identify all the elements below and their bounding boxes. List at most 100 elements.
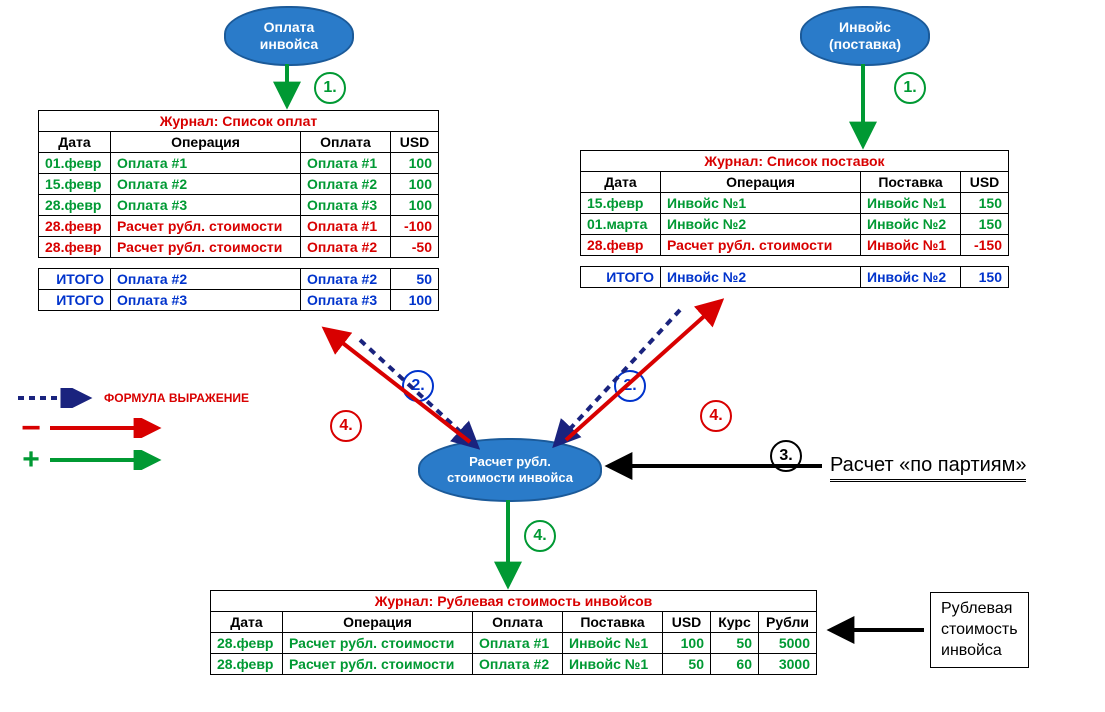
table-header: USD: [663, 612, 711, 633]
table-header: Операция: [661, 172, 861, 193]
table-cell: 15.февр: [581, 193, 661, 214]
table-total-row: ИТОГООплата #3Оплата #3100: [39, 290, 439, 311]
step-4-down: 4.: [524, 520, 556, 552]
table-row: 28.феврРасчет рубл. стоимостиОплата #2-5…: [39, 237, 439, 258]
legend-minus-icon: −: [16, 418, 46, 438]
step-1-left: 1.: [314, 72, 346, 104]
table-deliveries: Журнал: Список поставокДатаОперацияПоста…: [580, 150, 1009, 256]
side-box-line3: инвойса: [941, 641, 1018, 662]
table-cell: ИТОГО: [581, 267, 661, 288]
table-row: 01.феврОплата #1Оплата #1100: [39, 153, 439, 174]
table-header: USD: [961, 172, 1009, 193]
table-cell: 3000: [759, 654, 817, 675]
table-header: Рубли: [759, 612, 817, 633]
calc-by-batches-label: Расчет «по партиям»: [830, 454, 1026, 482]
table-cell: Оплата #3: [301, 195, 391, 216]
table-row: 28.феврРасчет рубл. стоимостиОплата #2Ин…: [211, 654, 817, 675]
table-total-row: ИТОГООплата #2Оплата #250: [39, 269, 439, 290]
table-cell: Оплата #3: [301, 290, 391, 311]
ellipse-invoice-line1: Инвойс: [829, 19, 901, 36]
table-cell: Инвойс №2: [661, 267, 861, 288]
ellipse-invoice-line2: (поставка): [829, 36, 901, 53]
table-title: Журнал: Рублевая стоимость инвойсов: [211, 591, 817, 612]
table-cell: 15.февр: [39, 174, 111, 195]
table-payments-holder: Журнал: Список оплатДатаОперацияОплатаUS…: [38, 110, 439, 311]
table-cell: Оплата #2: [301, 174, 391, 195]
table-header: Поставка: [861, 172, 961, 193]
table-row: 15.феврОплата #2Оплата #2100: [39, 174, 439, 195]
table-cell: Инвойс №2: [861, 214, 961, 235]
table-cell: Оплата #2: [301, 269, 391, 290]
table-deliveries-totals: ИТОГОИнвойс №2Инвойс №2150: [580, 266, 1009, 288]
ellipse-payment-line1: Оплата: [260, 19, 318, 36]
ellipse-calc-line1: Расчет рубл.: [447, 454, 573, 470]
ellipse-calc-line2: стоимости инвойса: [447, 470, 573, 486]
table-cell: 28.февр: [39, 195, 111, 216]
table-cell: 28.февр: [211, 633, 283, 654]
ellipse-payment-line2: инвойса: [260, 36, 318, 53]
step-3: 3.: [770, 440, 802, 472]
legend: ФОРМУЛА ВЫРАЖЕНИЕ − +: [16, 384, 276, 476]
table-cell: Инвойс №1: [861, 235, 961, 256]
table-cell: 100: [663, 633, 711, 654]
table-cell: Инвойс №1: [563, 654, 663, 675]
rub-cost-side-box: Рублевая стоимость инвойса: [930, 592, 1029, 668]
legend-red-arrow-icon: [46, 418, 166, 438]
table-cell: ИТОГО: [39, 269, 111, 290]
table-header: Оплата: [301, 132, 391, 153]
table-cell: 28.февр: [39, 237, 111, 258]
table-cell: 100: [391, 195, 439, 216]
table-cell: Инвойс №2: [661, 214, 861, 235]
step-2-right: 2.: [614, 370, 646, 402]
table-row: 15.феврИнвойс №1Инвойс №1150: [581, 193, 1009, 214]
side-box-line1: Рублевая: [941, 599, 1018, 620]
table-cell: 50: [391, 269, 439, 290]
table-header: Дата: [39, 132, 111, 153]
table-cell: Оплата #3: [111, 195, 301, 216]
table-cell: Оплата #1: [301, 216, 391, 237]
table-header: Дата: [581, 172, 661, 193]
table-header: Дата: [211, 612, 283, 633]
table-cell: Оплата #1: [111, 153, 301, 174]
step-4-right: 4.: [700, 400, 732, 432]
table-cell: 5000: [759, 633, 817, 654]
table-cell: 50: [711, 633, 759, 654]
step-1-right: 1.: [894, 72, 926, 104]
legend-formula-label: ФОРМУЛА ВЫРАЖЕНИЕ: [104, 391, 249, 405]
table-cell: 100: [391, 290, 439, 311]
ellipse-payment: Оплата инвойса: [224, 6, 354, 66]
table-rub-cost: Журнал: Рублевая стоимость инвойсовДата О…: [210, 590, 817, 675]
table-cell: Инвойс №2: [861, 267, 961, 288]
table-cell: Инвойс №1: [661, 193, 861, 214]
table-cell: -150: [961, 235, 1009, 256]
table-cell: 28.февр: [39, 216, 111, 237]
table-row: 01.мартаИнвойс №2Инвойс №2150: [581, 214, 1009, 235]
table-title: Журнал: Список поставок: [581, 151, 1009, 172]
table-cell: Расчет рубл. стоимости: [661, 235, 861, 256]
ellipse-calc: Расчет рубл. стоимости инвойса: [418, 438, 602, 502]
step-2-left: 2.: [402, 370, 434, 402]
table-cell: Оплата #1: [473, 633, 563, 654]
table-header: USD: [391, 132, 439, 153]
table-deliveries-holder: Журнал: Список поставокДатаОперацияПоста…: [580, 150, 1009, 288]
legend-plus-icon: +: [16, 450, 46, 470]
table-row: 28.феврРасчет рубл. стоимостиИнвойс №1-1…: [581, 235, 1009, 256]
table-payments: Журнал: Список оплатДатаОперацияОплатаUS…: [38, 110, 439, 258]
table-cell: 28.февр: [581, 235, 661, 256]
table-cell: Расчет рубл. стоимости: [283, 654, 473, 675]
table-payments-totals: ИТОГООплата #2Оплата #250ИТОГООплата #3О…: [38, 268, 439, 311]
table-cell: Оплата #2: [111, 174, 301, 195]
table-row: 28.феврРасчет рубл. стоимостиОплата #1Ин…: [211, 633, 817, 654]
table-cell: -50: [391, 237, 439, 258]
table-cell: Оплата #1: [301, 153, 391, 174]
table-header: Операция: [111, 132, 301, 153]
table-cell: Расчет рубл. стоимости: [283, 633, 473, 654]
table-row: 28.феврРасчет рубл. стоимостиОплата #1-1…: [39, 216, 439, 237]
table-header: Поставка: [563, 612, 663, 633]
table-cell: Оплата #2: [301, 237, 391, 258]
diagram-stage: Оплата инвойса Инвойс (поставка) Расчет …: [0, 0, 1105, 712]
table-cell: 28.февр: [211, 654, 283, 675]
table-cell: 150: [961, 193, 1009, 214]
table-cell: ИТОГО: [39, 290, 111, 311]
table-rub-cost-holder: Журнал: Рублевая стоимость инвойсовДата О…: [210, 590, 817, 675]
